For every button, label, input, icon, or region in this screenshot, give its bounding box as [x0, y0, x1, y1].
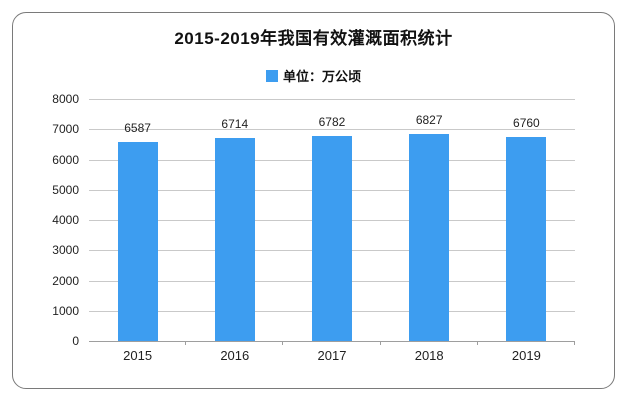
bar-2015: [117, 141, 158, 341]
gridline: [89, 99, 575, 100]
x-axis-tick: [476, 341, 478, 345]
x-tick-label: 2015: [123, 348, 153, 363]
legend: 单位：万公顷: [13, 66, 614, 85]
plot-area: 0 1000 2000 3000 4000 5000 6000 7000 8000 6587 201…: [52, 92, 575, 363]
bar-value-label: 6760: [513, 115, 540, 130]
y-tick-label: 6000: [52, 152, 79, 167]
x-tick-label: 2018: [414, 348, 444, 363]
y-tick-label: 0: [72, 334, 79, 348]
bar-value-label: 6782: [318, 114, 346, 129]
chart-title: 2015-2019年我国有效灌溉面积统计: [174, 29, 453, 48]
bar-value-label: 6714: [221, 116, 249, 131]
y-tick-label: 5000: [52, 182, 79, 197]
bar-2018: [409, 134, 450, 341]
x-tick-label: 2017: [317, 348, 347, 363]
legend-label: 单位：万公顷: [282, 69, 361, 84]
bar-2019: [506, 136, 547, 341]
legend-swatch-icon: [265, 69, 278, 82]
y-tick-label: 4000: [52, 213, 79, 227]
x-axis-tick: [282, 341, 284, 345]
y-tick-label: 2000: [52, 273, 79, 288]
y-tick-label: 1000: [52, 303, 79, 318]
bar-value-label: 6587: [124, 120, 151, 135]
x-axis-line: [89, 341, 575, 342]
x-axis-tick: [185, 341, 187, 345]
y-tick-label: 7000: [52, 122, 79, 137]
chart-card: 2015-2019年我国有效灌溉面积统计 单位：万公顷 0 1000 2000 300…: [12, 12, 615, 389]
x-axis-tick: [379, 341, 381, 345]
bar-2016: [214, 137, 255, 341]
gridline: [89, 129, 575, 131]
bar-value-label: 6827: [415, 113, 443, 128]
x-axis-tick: [574, 341, 575, 345]
y-tick-label: 3000: [52, 243, 79, 258]
y-tick-label: 8000: [52, 92, 79, 106]
x-tick-label: 2016: [220, 348, 250, 363]
x-tick-label: 2019: [511, 348, 541, 363]
bar-2017: [312, 135, 352, 341]
